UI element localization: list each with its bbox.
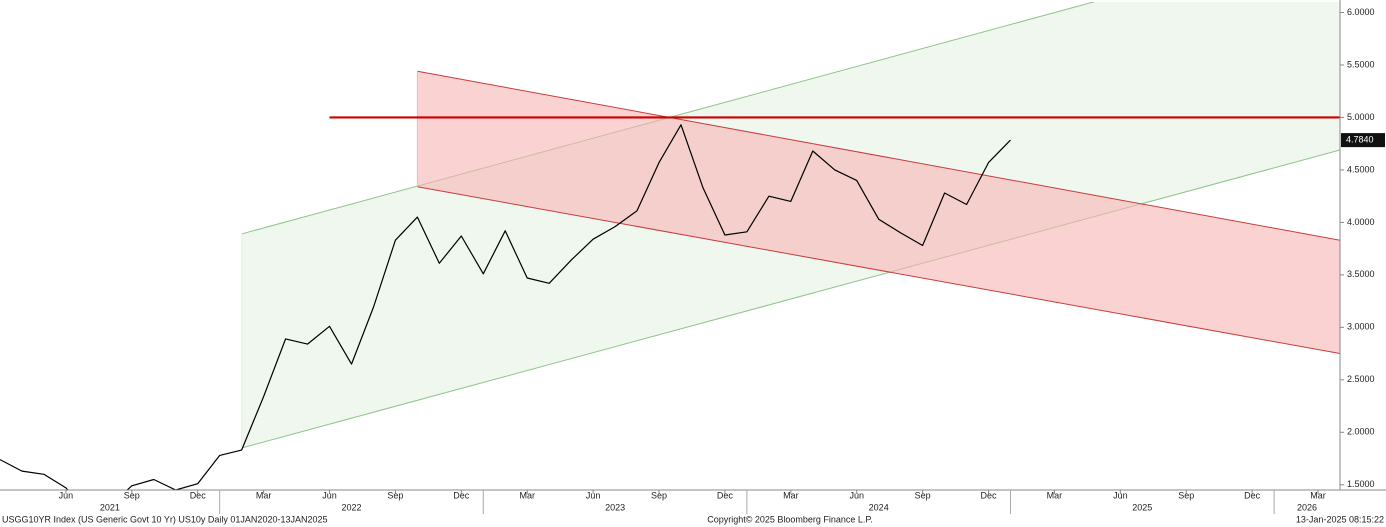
last-value-label: 4.7840: [1346, 134, 1374, 144]
channel-line: [417, 70, 1340, 241]
year-label: 2025: [1132, 502, 1152, 512]
y-tick-label: 5.0000: [1347, 112, 1375, 122]
x-tick-label: Dec: [1244, 490, 1261, 500]
x-tick-label: Sep: [915, 490, 931, 500]
plot-area: [0, 2, 1340, 490]
footer-right: 13-Jan-2025 08:15:22: [1296, 514, 1384, 524]
x-tick-label: Dec: [453, 490, 470, 500]
x-tick-label: Mar: [783, 490, 799, 500]
year-label: 2021: [100, 502, 120, 512]
x-tick-label: Jun: [849, 490, 864, 500]
year-label: 2026: [1297, 502, 1317, 512]
year-label: 2023: [605, 502, 625, 512]
x-tick-label: Mar: [519, 490, 535, 500]
y-tick-label: 1.5000: [1347, 479, 1375, 489]
channel-fill: [417, 71, 1340, 354]
price-line: [0, 124, 1011, 490]
y-tick-label: 5.5000: [1347, 59, 1375, 69]
x-tick-label: Dec: [981, 490, 998, 500]
x-tick-label: Sep: [124, 490, 140, 500]
x-tick-label: Jun: [1113, 490, 1128, 500]
channel-line: [241, 149, 1340, 449]
x-tick-label: Sep: [387, 490, 403, 500]
y-tick-label: 4.5000: [1347, 164, 1375, 174]
x-tick-label: Mar: [1310, 490, 1326, 500]
footer-left: USGG10YR Index (US Generic Govt 10 Yr) U…: [2, 514, 328, 524]
year-label: 2022: [341, 502, 361, 512]
y-tick-label: 4.0000: [1347, 217, 1375, 227]
x-tick-label: Mar: [256, 490, 272, 500]
y-tick-label: 6.0000: [1347, 7, 1375, 17]
x-tick-label: Jun: [59, 490, 74, 500]
y-tick-label: 3.0000: [1347, 322, 1375, 332]
channel-line: [417, 186, 1340, 355]
year-label: 2024: [869, 502, 889, 512]
y-tick-label: 2.0000: [1347, 427, 1375, 437]
x-tick-label: Dec: [717, 490, 734, 500]
x-tick-label: Jun: [322, 490, 337, 500]
x-tick-label: Sep: [1178, 490, 1194, 500]
last-value-tag: [1341, 133, 1385, 148]
footer-center: Copyright© 2025 Bloomberg Finance L.P.: [707, 514, 873, 524]
x-tick-label: Sep: [651, 490, 667, 500]
x-tick-label: Mar: [1047, 490, 1063, 500]
y-tick-label: 3.5000: [1347, 269, 1375, 279]
x-tick-label: Dec: [190, 490, 207, 500]
x-tick-label: Jun: [586, 490, 601, 500]
y-tick-label: 2.5000: [1347, 374, 1375, 384]
